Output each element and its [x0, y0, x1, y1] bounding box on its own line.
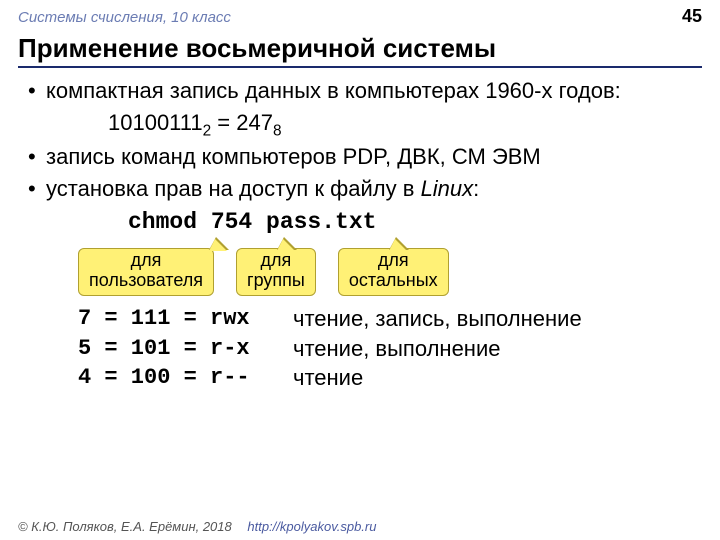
b3-pre: установка прав на доступ к файлу в	[46, 176, 421, 201]
eq-base1: 2	[203, 122, 212, 139]
bullet-dot: •	[28, 142, 46, 172]
footer: © К.Ю. Поляков, Е.А. Ерёмин, 2018 http:/…	[18, 519, 376, 534]
callout-line1: для	[261, 250, 292, 270]
code-line: chmod 754 pass.txt	[28, 207, 692, 238]
slide: Системы счисления, 10 класс 45 Применени…	[0, 0, 720, 540]
labels-row: для пользователя для группы для остальны…	[28, 248, 692, 296]
eq-mid: = 247	[211, 110, 273, 135]
footer-url: http://kpolyakov.spb.ru	[247, 519, 376, 534]
callout-line1: для	[378, 250, 409, 270]
table-row: 5 = 101 = r-x чтение, выполнение	[78, 334, 692, 364]
perm-code: 7 = 111 = rwx	[78, 304, 293, 334]
perm-code: 5 = 101 = r-x	[78, 334, 293, 364]
permissions-table: 7 = 111 = rwx чтение, запись, выполнение…	[28, 304, 692, 393]
callout-line2: группы	[247, 270, 305, 290]
bullet-dot: •	[28, 76, 46, 106]
perm-desc: чтение	[293, 363, 363, 393]
equation: 101001112 = 2478	[28, 108, 692, 142]
callout-group: для группы	[236, 248, 316, 296]
b3-italic: Linux	[421, 176, 474, 201]
bullet-1-text: компактная запись данных в компьютерах 1…	[46, 76, 621, 106]
bullet-1: • компактная запись данных в компьютерах…	[28, 76, 692, 106]
eq-base2: 8	[273, 122, 282, 139]
bullet-dot: •	[28, 174, 46, 204]
table-row: 4 = 100 = r-- чтение	[78, 363, 692, 393]
content: • компактная запись данных в компьютерах…	[0, 68, 720, 393]
perm-code: 4 = 100 = r--	[78, 363, 293, 393]
callout-others: для остальных	[338, 248, 449, 296]
copyright: © К.Ю. Поляков, Е.А. Ерёмин, 2018	[18, 519, 232, 534]
eq-left: 10100111	[108, 110, 203, 135]
perm-desc: чтение, выполнение	[293, 334, 501, 364]
callout-tail	[209, 239, 227, 251]
perm-desc: чтение, запись, выполнение	[293, 304, 582, 334]
bullet-3-text: установка прав на доступ к файлу в Linux…	[46, 174, 479, 204]
header: Системы счисления, 10 класс 45 Применени…	[0, 0, 720, 68]
callout-user: для пользователя	[78, 248, 214, 296]
page-title: Применение восьмеричной системы	[18, 33, 702, 68]
bullet-2-text: запись команд компьютеров PDP, ДВК, СМ Э…	[46, 142, 541, 172]
b3-post: :	[473, 176, 479, 201]
header-top: Системы счисления, 10 класс 45	[18, 6, 702, 27]
callout-line1: для	[131, 250, 162, 270]
table-row: 7 = 111 = rwx чтение, запись, выполнение	[78, 304, 692, 334]
callout-line2: остальных	[349, 270, 438, 290]
callout-line2: пользователя	[89, 270, 203, 290]
course-label: Системы счисления, 10 класс	[18, 9, 231, 26]
callout-tail	[389, 239, 407, 251]
bullet-3: • установка прав на доступ к файлу в Lin…	[28, 174, 692, 204]
bullet-2: • запись команд компьютеров PDP, ДВК, СМ…	[28, 142, 692, 172]
callout-tail	[277, 239, 295, 251]
page-number: 45	[682, 6, 702, 27]
